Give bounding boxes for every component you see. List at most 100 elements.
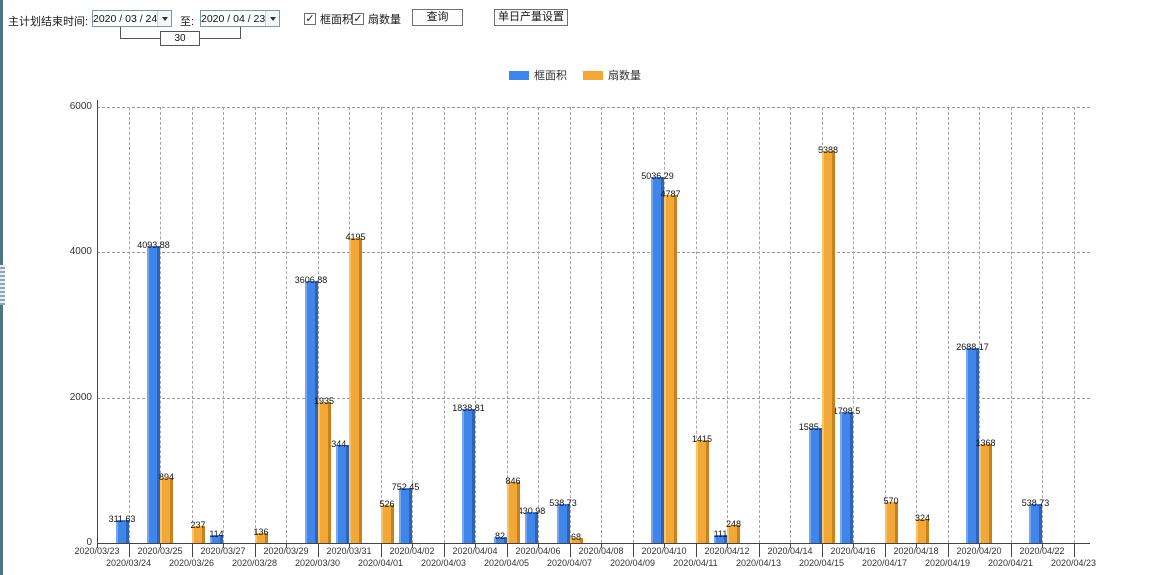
x-axis-label: 2020/03/23: [74, 546, 120, 556]
x-axis-tick: [380, 543, 382, 557]
x-axis-tick: [443, 543, 445, 557]
gridline-vertical: [475, 107, 476, 543]
x-axis-label: 2020/04/07: [546, 558, 593, 568]
legend-label: 框面积: [534, 70, 567, 82]
x-axis-tick: [884, 543, 886, 557]
checkbox-checked-icon[interactable]: ✓: [304, 13, 316, 25]
sash-count-swatch: [583, 70, 603, 80]
gridline-vertical: [790, 107, 791, 543]
splitter-grip[interactable]: [0, 265, 5, 305]
date-to-picker[interactable]: 2020 / 04 / 23: [200, 10, 280, 27]
x-axis-tick: [97, 543, 98, 548]
gridline-vertical: [695, 107, 697, 543]
x-axis-tick: [349, 543, 350, 548]
gridline-vertical: [443, 107, 445, 543]
x-axis-label: 2020/04/18: [893, 546, 939, 556]
x-axis-label: 2020/04/13: [735, 558, 782, 568]
bar-frame-area: [556, 503, 570, 543]
gridline-vertical: [128, 107, 130, 543]
bar-value-label: 752.45: [391, 482, 420, 493]
bar-sash-count: [160, 478, 173, 543]
bar-frame-area: [1029, 503, 1042, 543]
x-axis-tick: [790, 543, 791, 548]
bar-value-label: 1798.5: [832, 406, 861, 417]
bar-value-label: 68: [570, 532, 581, 543]
x-axis-label: 2020/04/03: [420, 558, 467, 568]
bar-frame-area: [966, 347, 979, 543]
x-axis-label: 2020/04/23: [1050, 558, 1097, 568]
bar-value-label: 4787: [660, 189, 681, 200]
x-axis-label: 2020/04/02: [389, 546, 435, 556]
bar-value-label: 248: [725, 518, 742, 529]
x-axis-tick: [569, 543, 571, 557]
x-axis-tick: [853, 543, 854, 548]
bar-sash-count: [695, 440, 709, 543]
date-from-picker[interactable]: 2020 / 03 / 24: [92, 10, 172, 27]
x-axis-label: 2020/03/26: [168, 558, 215, 568]
bar-value-label: 430.98: [517, 505, 546, 516]
daily-output-settings-button[interactable]: 单日产量设置: [494, 9, 568, 26]
bar-frame-area: [399, 488, 412, 543]
bracket-line: [120, 27, 121, 39]
bracket-line: [120, 38, 160, 39]
frame-area-checkbox-group[interactable]: ✓ 框面积: [304, 11, 353, 27]
x-axis-tick: [1010, 543, 1012, 557]
x-axis-tick: [1073, 543, 1075, 557]
bar-sash-count: [317, 402, 331, 543]
x-axis-label: 2020/04/08: [578, 546, 624, 556]
x-axis-tick: [632, 543, 634, 557]
bar-value-label: 4093.88: [137, 239, 170, 250]
y-axis-tick-label: 0: [86, 537, 92, 548]
bar-sash-count: [380, 504, 394, 543]
query-button[interactable]: 查询: [412, 9, 463, 26]
bar-sash-count: [349, 238, 362, 543]
x-axis-label: 2020/04/21: [987, 558, 1034, 568]
x-axis-tick: [758, 543, 760, 557]
bar-value-label: 538.73: [549, 497, 577, 508]
x-axis-label: 2020/03/28: [231, 558, 278, 568]
date-from-value: 2020 / 03 / 24: [93, 12, 158, 25]
bar-frame-area: [651, 177, 664, 543]
sash-count-checkbox-label: 扇数量: [368, 14, 401, 26]
bar-value-label: 5036.29: [641, 171, 674, 182]
bar-frame-area: [808, 427, 822, 543]
x-axis-tick: [664, 543, 665, 548]
sash-count-checkbox-group[interactable]: ✓ 扇数量: [352, 11, 401, 27]
bar-sash-count: [916, 519, 929, 543]
x-axis-label: 2020/03/30: [294, 558, 341, 568]
y-axis-tick-label: 4000: [69, 246, 92, 258]
bracket-line: [240, 27, 241, 39]
x-axis-tick: [821, 543, 823, 557]
gridline-horizontal: [97, 252, 1090, 254]
gridline-vertical: [569, 107, 571, 543]
bar-value-label: 237: [190, 519, 206, 530]
bar-value-label: 4195: [345, 232, 366, 243]
gridline-vertical: [223, 107, 224, 543]
to-label: 至:: [180, 16, 195, 28]
bar-value-label: 1368: [975, 437, 996, 448]
bar-value-label: 111: [713, 528, 728, 539]
bar-frame-area: [336, 445, 349, 543]
gridline-vertical: [601, 107, 602, 543]
x-axis-label: 2020/04/01: [357, 558, 404, 568]
bar-value-label: 136: [253, 527, 269, 538]
checkbox-checked-icon[interactable]: ✓: [352, 13, 364, 25]
x-axis-tick: [727, 543, 728, 548]
legend-item-sash-count[interactable]: 扇数量: [583, 67, 641, 83]
bar-value-label: 570: [883, 495, 899, 506]
x-axis-label: 2020/04/11: [673, 558, 718, 568]
x-axis-label: 2020/04/12: [704, 546, 750, 556]
days-between-input[interactable]: 30: [160, 31, 200, 46]
x-axis-label: 2020/04/10: [641, 546, 687, 556]
bar-sash-count: [254, 533, 268, 543]
x-axis-tick: [601, 543, 602, 548]
bar-value-label: 1344.95: [326, 439, 359, 450]
x-axis-label: 2020/04/04: [452, 546, 498, 556]
x-axis-tick: [506, 543, 508, 557]
legend-item-frame-area[interactable]: 框面积: [509, 67, 567, 83]
x-axis-label: 2020/03/29: [263, 546, 309, 556]
bar-sash-count: [569, 538, 583, 543]
x-axis-tick: [979, 543, 980, 548]
chevron-down-icon[interactable]: [157, 11, 171, 26]
chevron-down-icon[interactable]: [265, 11, 279, 26]
